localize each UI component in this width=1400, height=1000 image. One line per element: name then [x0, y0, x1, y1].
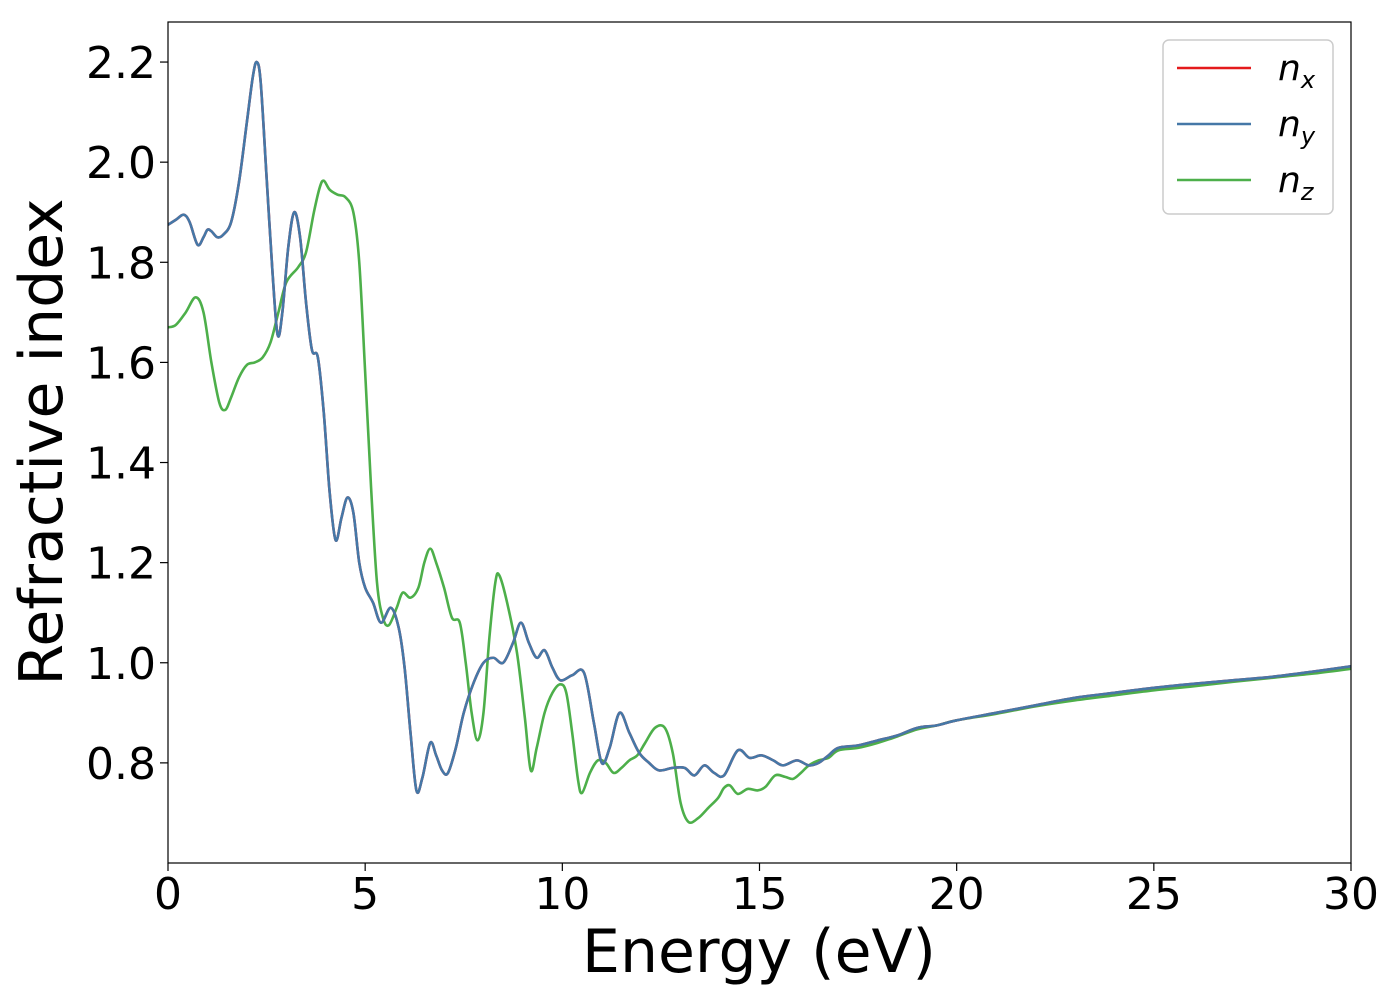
legend-label-nz: nz — [1278, 160, 1315, 206]
legend-label-nx: nx — [1278, 48, 1316, 94]
y-tick-label: 1.8 — [86, 238, 156, 289]
y-tick-label: 2.2 — [86, 38, 156, 89]
x-axis: 0 5 10 15 20 25 30 — [154, 863, 1379, 920]
legend: nx ny nz — [1162, 39, 1334, 215]
x-tick-label: 10 — [534, 869, 590, 920]
x-tick-label: 5 — [351, 869, 379, 920]
x-tick-label: 20 — [929, 869, 985, 920]
x-axis-label: Energy (eV) — [582, 917, 936, 987]
x-tick-label: 25 — [1126, 869, 1182, 920]
legend-label-ny: ny — [1278, 104, 1316, 150]
y-tick-label: 2.0 — [86, 138, 156, 189]
y-tick-label: 0.8 — [86, 739, 156, 790]
y-axis: 0.8 1.0 1.2 1.4 1.6 1.8 2.0 2.2 — [86, 38, 168, 790]
series-line-ny — [168, 60, 1351, 795]
x-tick-label: 15 — [732, 869, 788, 920]
series-layer — [168, 60, 1351, 825]
y-axis-label: Refractive index — [7, 198, 77, 685]
x-tick-label: 30 — [1323, 869, 1379, 920]
x-tick-label: 0 — [154, 869, 182, 920]
y-tick-label: 1.6 — [86, 338, 156, 389]
y-tick-label: 1.4 — [86, 439, 156, 490]
legend-frame — [1162, 39, 1334, 215]
y-tick-label: 1.0 — [86, 639, 156, 690]
y-tick-label: 1.2 — [86, 539, 156, 590]
